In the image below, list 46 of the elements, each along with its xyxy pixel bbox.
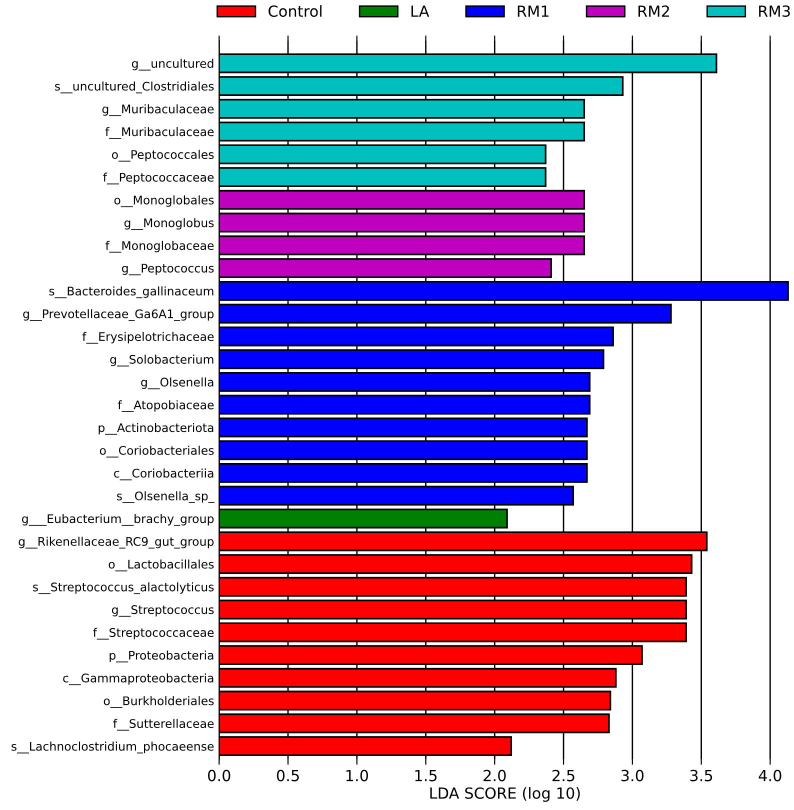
- y-tick-label: g__Monoglobus: [124, 218, 214, 230]
- legend-label: RM3: [759, 5, 790, 17]
- x-axis-title: LDA SCORE (log 10): [430, 787, 580, 802]
- legend-label: LA: [411, 6, 430, 17]
- x-tick-label: 1.0: [346, 770, 368, 782]
- y-tick-label: f__Sutterellaceae: [113, 718, 214, 731]
- y-tick-label: c__Gammaproteobacteria: [63, 673, 214, 686]
- x-tick-label: 3.5: [690, 770, 712, 782]
- y-tick-label: g__Rikenellaceae_RC9_gut_group: [18, 536, 214, 549]
- legend-label: RM2: [638, 5, 669, 17]
- x-tick-label: 3.0: [621, 770, 644, 782]
- y-tick-label: p__Actinobacteriota: [98, 422, 214, 435]
- y-tick-label: g__Solobacterium: [110, 354, 214, 366]
- y-tick-label: g__uncultured: [132, 58, 214, 71]
- y-tick-label: f__Peptococcaceae: [103, 172, 214, 184]
- y-tick-label: s__Streptococcus_alactolyticus: [33, 582, 214, 594]
- y-tick-label: s__Olsenella_sp_: [116, 491, 214, 504]
- x-tick-label: 2.5: [552, 770, 574, 782]
- y-tick-label: f__Streptococcaceae: [93, 628, 214, 640]
- y-tick-label: g__Muribaculaceae: [102, 104, 214, 116]
- y-tick-label: f__Monoglobaceae: [105, 240, 214, 253]
- y-tick-label: c__Coriobacteriia: [114, 468, 214, 480]
- y-tick-label: o__Burkholderiales: [104, 696, 214, 708]
- y-tick-label: g__Peptococcus: [122, 264, 214, 276]
- x-tick-label: 0.0: [208, 770, 230, 782]
- y-tick-label: g__Streptococcus: [112, 605, 214, 617]
- y-tick-label: g___Eubacterium__brachy_group: [22, 514, 214, 526]
- x-tick-label: 2.0: [484, 770, 506, 782]
- y-tick-label: o__Monoglobales: [114, 195, 214, 208]
- legend-label: RM1: [518, 6, 548, 17]
- y-tick-label: f__Muribaculaceae: [105, 127, 214, 139]
- y-tick-label: o__Coriobacteriales: [100, 446, 214, 458]
- y-tick-label: s__Bacteroides_gallinaceum: [49, 286, 214, 298]
- y-tick-label: g__Olsenella: [141, 377, 214, 390]
- x-tick-label: 0.5: [276, 770, 299, 782]
- y-tick-label: s__Lachnoclostridium_phocaeense: [12, 742, 214, 754]
- x-tick-label: 4.0: [758, 770, 782, 782]
- y-tick-label: f__Atopobiaceae: [118, 400, 214, 412]
- y-tick-label: f__Erysipelotrichaceae: [82, 332, 214, 344]
- x-tick-label: 1.5: [415, 770, 437, 782]
- y-tick-label: s__uncultured_Clostridiales: [55, 82, 214, 94]
- y-tick-label: g__Prevotellaceae_Ga6A1_group: [23, 309, 214, 321]
- legend-label: Control: [268, 5, 322, 17]
- y-tick-label: p__Proteobacteria: [110, 650, 214, 662]
- y-tick-label: o__Lactobacillales: [108, 560, 214, 572]
- y-tick-label: o__Peptococcales: [112, 150, 214, 162]
